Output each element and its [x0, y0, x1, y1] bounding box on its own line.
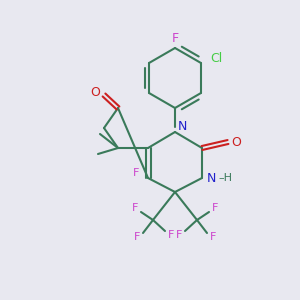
Text: F: F [134, 232, 140, 242]
Text: Cl: Cl [210, 52, 222, 64]
Text: F: F [168, 230, 174, 240]
Text: F: F [133, 168, 139, 178]
Text: O: O [90, 85, 100, 98]
Text: F: F [210, 232, 216, 242]
Text: F: F [132, 203, 138, 213]
Text: O: O [231, 136, 241, 148]
Text: F: F [212, 203, 218, 213]
Text: N: N [206, 172, 216, 184]
Text: F: F [171, 32, 178, 44]
Text: F: F [176, 230, 182, 240]
Text: N: N [177, 119, 187, 133]
Text: –H: –H [218, 173, 232, 183]
